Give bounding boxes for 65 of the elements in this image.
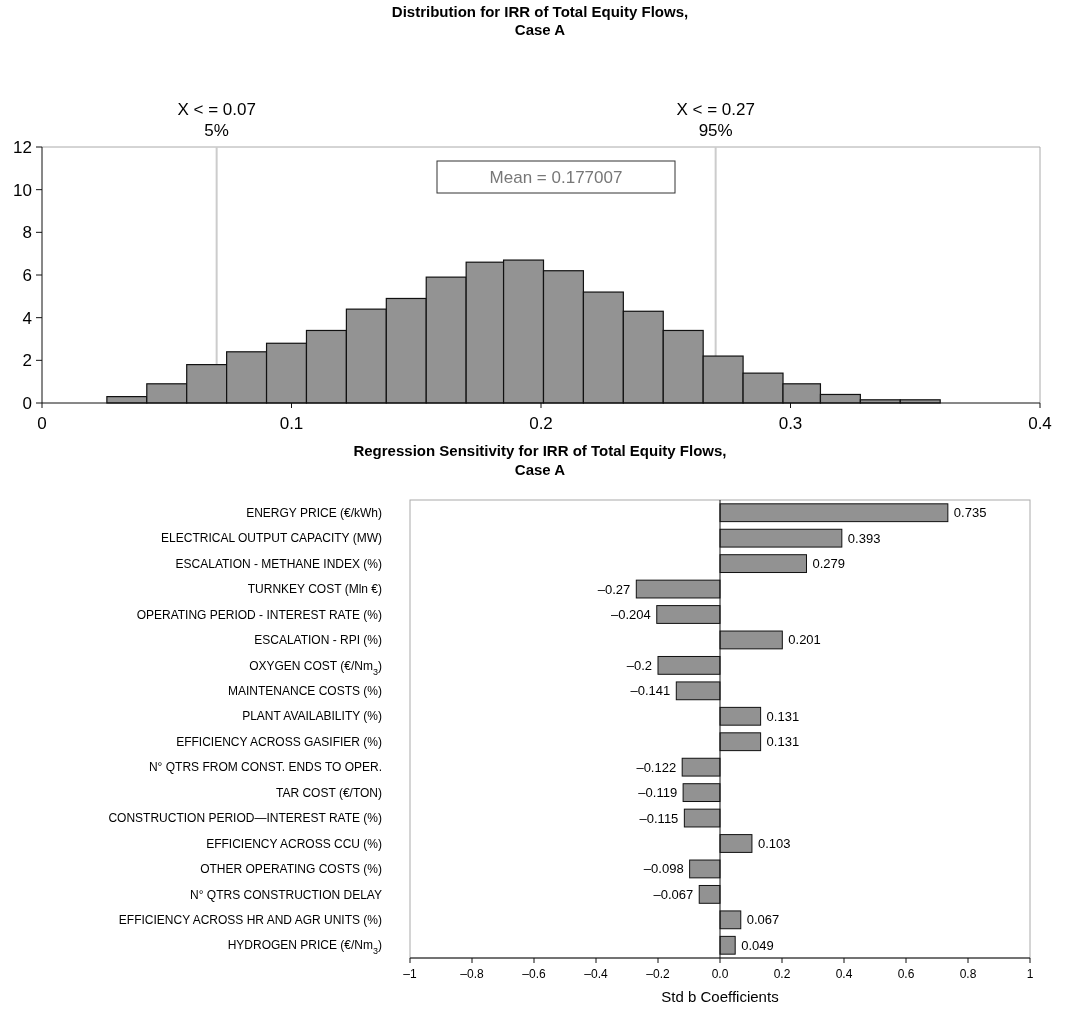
y-tick-label: EFFICIENCY ACROSS GASIFIER (%) (176, 734, 382, 749)
y-tick-label: N° QTRS FROM CONST. ENDS TO OPER. (148, 760, 382, 775)
data-label: 0.131 (766, 734, 800, 750)
y-tick-label: 0 (22, 393, 32, 413)
y-tick-label: 2 (22, 351, 32, 371)
y-tick-label: ELECTRICAL OUTPUT CAPACITY (MW) (161, 531, 382, 546)
data-label: 0.067 (746, 912, 780, 928)
x-tick-label: 0.0 (711, 967, 729, 981)
x-tick-label: –0.6 (522, 967, 546, 981)
data-label: –0.27 (597, 581, 631, 597)
y-tick-label: OTHER OPERATING COSTS (%) (200, 862, 382, 877)
y-tick-label: 8 (22, 223, 32, 243)
x-tick-label: 1 (1026, 967, 1034, 981)
x-tick-label: 0.3 (778, 414, 803, 433)
y-tick-label: 4 (22, 308, 32, 328)
y-tick-label: OPERATING PERIOD - INTEREST RATE (%) (136, 607, 382, 622)
y-tick-label: TURNKEY COST (Mln €) (247, 582, 382, 597)
y-tick-label: 6 (22, 265, 32, 285)
data-label: –0.067 (653, 886, 694, 902)
y-tick-label: EFFICIENCY ACROSS CCU (%) (206, 836, 382, 851)
chart-title: Regression Sensitivity for IRR of Total Equity Flows, Case A (353, 442, 727, 478)
data-label: –0.119 (638, 785, 678, 801)
data-label: 0.735 (953, 505, 987, 521)
data-label: 0.393 (847, 530, 881, 546)
x-tick-label: 0.4 (835, 967, 853, 981)
y-tick-label: HYDROGEN PRICE (€/Nm$_{3}$) (227, 938, 382, 957)
x-tick-label: 0.6 (897, 967, 915, 981)
y-tick-label: N° QTRS CONSTRUCTION DELAY (190, 887, 382, 902)
ref-line-label: X < = 0.07 5% (177, 100, 256, 140)
y-tick-label: ENERGY PRICE (€/kWh) (246, 505, 382, 520)
annotation: Mean = 0.177007 (489, 168, 623, 187)
data-label: 0.049 (741, 937, 774, 953)
data-label: –0.122 (636, 759, 677, 775)
data-label: –0.204 (610, 607, 651, 623)
chart-title: Distribution for IRR of Total Equity Flows, Case A (391, 3, 689, 38)
x-tick-label: 0.2 (529, 414, 553, 433)
data-label: 0.103 (757, 836, 791, 852)
x-tick-label: 0.2 (773, 967, 791, 981)
x-tick-label: –0.2 (646, 967, 670, 981)
data-label: –0.2 (626, 657, 652, 673)
x-tick-label: –0.8 (460, 967, 484, 981)
y-tick-label: MAINTENANCE COSTS (%) (227, 684, 382, 699)
y-tick-label: ESCALATION - RPI (%) (254, 633, 382, 648)
x-tick-label: 0 (37, 414, 47, 433)
y-tick-label: EFFICIENCY ACROSS HR AND AGR UNITS (%) (118, 913, 382, 928)
x-tick-label: –1 (403, 967, 417, 981)
x-tick-label: 0.8 (959, 967, 977, 981)
ref-line-label: X < = 0.27 95% (676, 100, 755, 140)
y-tick-label: TAR COST (€/TON) (275, 785, 382, 800)
data-label: 0.201 (788, 632, 821, 648)
data-label: –0.098 (643, 861, 684, 877)
y-tick-label: 10 (13, 180, 32, 200)
y-tick-label: PLANT AVAILABILITY (%) (242, 709, 382, 724)
data-label: –0.115 (639, 810, 679, 826)
data-label: –0.141 (630, 683, 671, 699)
y-tick-label: 12 (13, 137, 32, 157)
data-label: 0.131 (766, 708, 800, 724)
y-tick-label: ESCALATION - METHANE INDEX (%) (175, 556, 382, 571)
x-tick-label: 0.4 (1028, 414, 1052, 433)
y-tick-label: OXYGEN COST (€/Nm$_{3}$) (249, 658, 382, 677)
x-axis-title: Std b Coefficients (661, 988, 779, 1005)
y-tick-label: CONSTRUCTION PERIOD—INTEREST RATE (%) (108, 811, 382, 826)
x-tick-label: 0.1 (279, 414, 304, 433)
x-tick-label: –0.4 (584, 967, 608, 981)
data-label: 0.279 (812, 556, 846, 572)
